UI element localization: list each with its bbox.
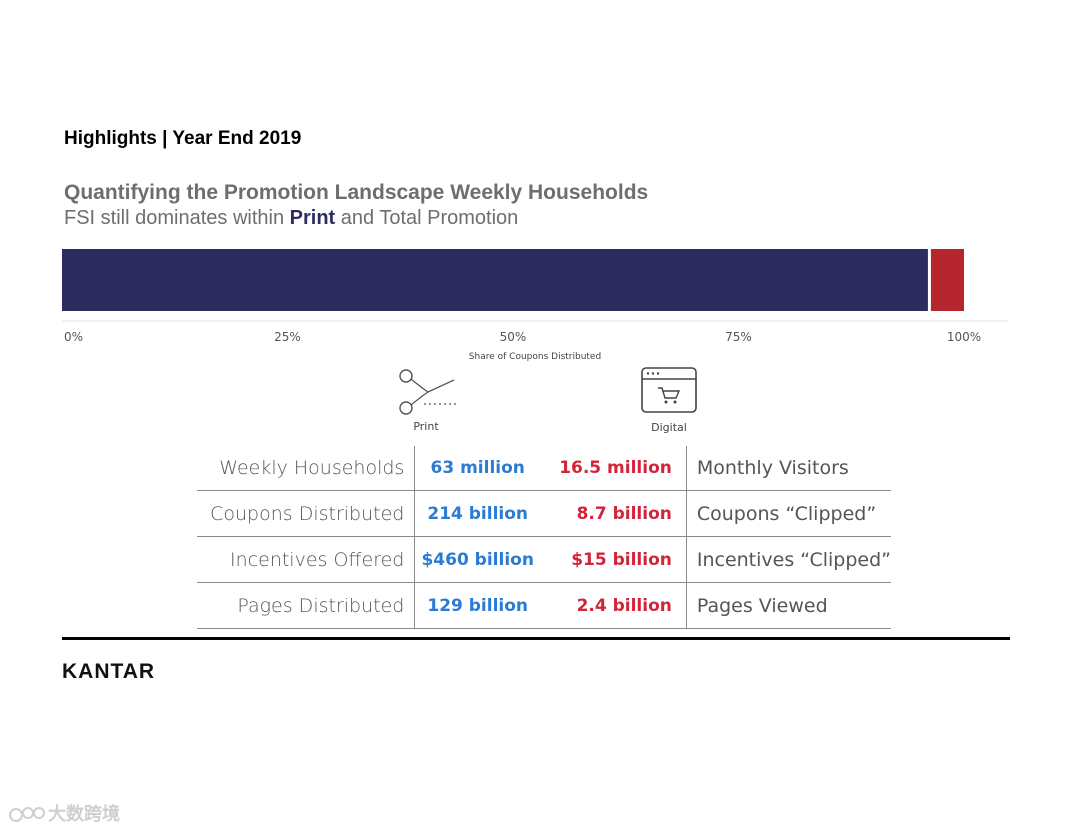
- subtitle-text-after: and Total Promotion: [335, 207, 519, 229]
- print-icon-group: Print: [394, 366, 458, 433]
- print-value: $460 billion: [414, 536, 541, 583]
- x-axis-label: Share of Coupons Distributed: [469, 352, 601, 362]
- stacked-bar-chart: 0% 25% 50% 75% 100% Share of Coupons Distrib…: [62, 249, 1008, 362]
- x-tick-label: 50%: [500, 330, 527, 344]
- print-icon-label: Print: [413, 420, 439, 433]
- bar-segment-2: [930, 249, 964, 311]
- digital-icon-group: Digital: [634, 366, 704, 434]
- digital-value: 2.4 billion: [540, 582, 687, 629]
- print-value: 63 million: [414, 446, 541, 491]
- digital-value: $15 billion: [540, 536, 687, 583]
- print-value: 214 billion: [414, 490, 541, 537]
- metric-label-right: Pages Viewed: [686, 582, 891, 629]
- watermark-text: 大数跨境: [48, 804, 120, 824]
- scissors-icon: [399, 369, 456, 415]
- bar-group: [62, 249, 964, 311]
- stats-table: Weekly Households 63 million 16.5 million M…: [197, 446, 891, 629]
- table-row: Coupons Distributed 214 billion 8.7 billio…: [197, 490, 891, 537]
- digital-icon-label: Digital: [651, 421, 687, 434]
- kantar-logo: KANTAR: [62, 660, 156, 683]
- metric-label-left: Incentives Offered: [197, 536, 416, 583]
- bar-segment-1: [62, 249, 928, 311]
- metric-label-right: Incentives “Clipped”: [686, 536, 891, 583]
- print-value: 129 billion: [414, 582, 541, 629]
- digital-value: 16.5 million: [540, 446, 687, 491]
- table-row: Incentives Offered $460 billion $15 billio…: [197, 536, 891, 583]
- metric-label-right: Coupons “Clipped”: [686, 490, 891, 537]
- shopping-cart-window-icon: [641, 367, 697, 413]
- footer-divider: [62, 637, 1010, 640]
- metric-label-left: Coupons Distributed: [197, 490, 416, 537]
- x-tick-label: 100%: [947, 330, 981, 344]
- digital-value: 8.7 billion: [540, 490, 687, 537]
- x-axis-ticks: 0% 25% 50% 75% 100%: [64, 330, 981, 344]
- watermark-logo-icon: [8, 806, 48, 824]
- metric-label-right: Monthly Visitors: [686, 446, 891, 491]
- subtitle-highlight: Print: [289, 207, 336, 229]
- metric-label-left: Pages Distributed: [197, 582, 416, 629]
- metric-label-left: Weekly Households: [197, 446, 416, 491]
- page-title: Highlights | Year End 2019: [64, 128, 302, 149]
- x-tick-label: 25%: [274, 330, 301, 344]
- subtitle-text-before: FSI still dominates within: [64, 207, 290, 229]
- table-row: Pages Distributed 129 billion 2.4 billion P…: [197, 582, 891, 629]
- watermark: 大数跨境: [8, 800, 120, 826]
- x-tick-label: 75%: [725, 330, 752, 344]
- x-tick-label: 0%: [64, 330, 83, 344]
- chart-title: Quantifying the Promotion Landscape Week…: [64, 181, 649, 204]
- chart-subtitle: FSI still dominates within Print and Tot…: [64, 207, 518, 230]
- table-row: Weekly Households 63 million 16.5 million M…: [197, 446, 891, 491]
